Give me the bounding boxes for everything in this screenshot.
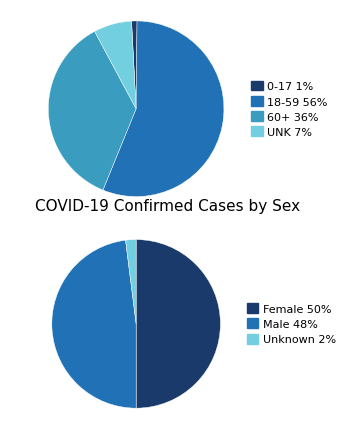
Legend: 0-17 1%, 18-59 56%, 60+ 36%, UNK 7%: 0-17 1%, 18-59 56%, 60+ 36%, UNK 7% (252, 81, 327, 138)
Wedge shape (95, 22, 136, 110)
Wedge shape (126, 240, 136, 324)
Legend: Female 50%, Male 48%, Unknown 2%: Female 50%, Male 48%, Unknown 2% (247, 304, 336, 345)
Wedge shape (48, 32, 136, 191)
Title: COVID-19 Confirmed Cases by Sex: COVID-19 Confirmed Cases by Sex (35, 199, 300, 214)
Wedge shape (52, 241, 136, 408)
Wedge shape (103, 22, 224, 197)
Wedge shape (136, 240, 220, 408)
Wedge shape (131, 22, 137, 110)
